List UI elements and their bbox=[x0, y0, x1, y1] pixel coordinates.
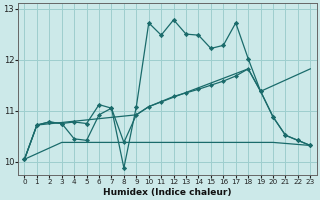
X-axis label: Humidex (Indice chaleur): Humidex (Indice chaleur) bbox=[103, 188, 232, 197]
